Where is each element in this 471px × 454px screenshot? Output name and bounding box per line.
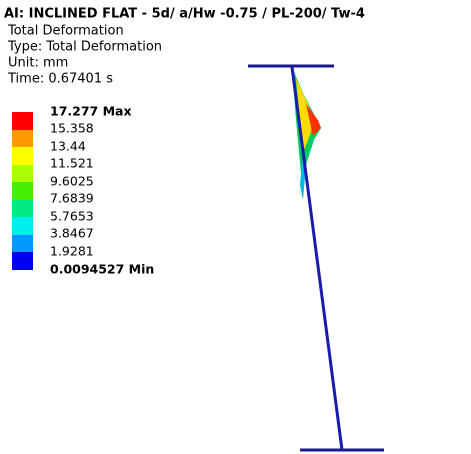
legend-swatch [12,165,33,182]
result-view: AI: INCLINED FLAT - 5d/ a/Hw -0.75 / PL-… [0,0,471,454]
legend-label: 11.521 [50,156,94,171]
result-title: AI: INCLINED FLAT - 5d/ a/Hw -0.75 / PL-… [4,7,365,22]
info-line: Unit: mm [8,56,68,71]
legend-colors [12,112,33,270]
legend-label: 15.358 [50,121,94,136]
legend-swatch [12,147,33,165]
legend-swatch [12,112,33,130]
legend-label: 9.6025 [50,174,94,189]
legend-label: 7.6839 [50,191,94,206]
legend-swatch [12,200,33,217]
legend-swatch [12,235,33,252]
legend-swatch [12,130,33,147]
legend-label: 5.7653 [50,209,94,224]
legend-label: 13.44 [50,139,86,154]
legend-swatch [12,217,33,235]
info-line: Time: 0.67401 s [7,72,113,87]
legend-label: 3.8467 [50,226,94,241]
info-line: Type: Total Deformation [7,40,162,55]
model [248,66,384,450]
legend-swatch [12,252,33,270]
legend-swatch [12,182,33,200]
info-line: Total Deformation [7,24,124,39]
legend-label: 1.9281 [50,244,94,259]
screenshot: AI: INCLINED FLAT - 5d/ a/Hw -0.75 / PL-… [0,0,471,454]
legend-label: 0.0094527 Min [50,262,154,277]
legend-label: 17.277 Max [50,104,132,119]
